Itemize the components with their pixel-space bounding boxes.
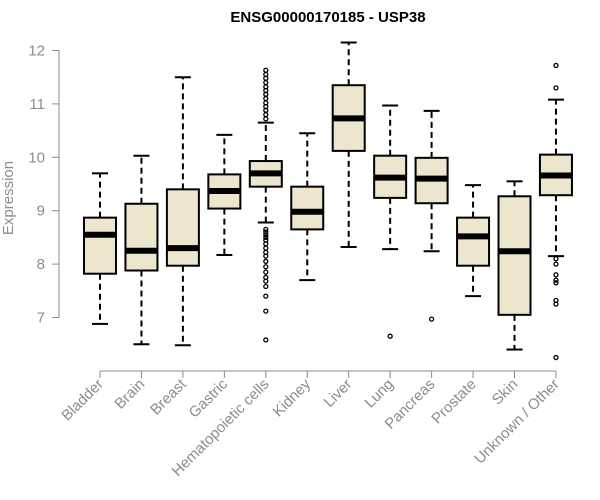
x-tick-label: Liver — [321, 376, 356, 411]
outlier-point — [553, 277, 559, 283]
y-tick-label: 8 — [37, 256, 45, 273]
outlier-point — [263, 293, 269, 299]
box-series — [83, 41, 573, 361]
iqr-box — [83, 216, 117, 275]
outlier-point — [263, 234, 269, 241]
iqr-box — [497, 195, 532, 316]
outlier-point — [263, 226, 269, 233]
outlier-point — [263, 229, 269, 235]
box-unknown-other — [538, 62, 573, 361]
x-tick-label: Skin — [489, 376, 522, 409]
x-tick-label: Brain — [111, 376, 148, 413]
y-tick-label: 12 — [28, 43, 45, 60]
box-gastric — [207, 133, 242, 257]
box-skin — [497, 180, 532, 351]
y-axis-ticks: 7 8 9 10 11 12 — [28, 43, 59, 327]
outlier-point — [263, 278, 269, 284]
outlier-point — [263, 75, 269, 81]
outlier-point — [553, 85, 559, 91]
box-pancreas — [414, 109, 449, 322]
iqr-box — [165, 188, 200, 267]
outlier-point — [553, 261, 559, 267]
outlier-point — [263, 269, 269, 275]
outlier-point — [263, 308, 269, 314]
outlier-point — [263, 253, 269, 259]
outlier-point — [263, 107, 269, 113]
box-brain — [124, 154, 159, 346]
y-tick-label: 7 — [37, 310, 45, 327]
outlier-point — [387, 333, 393, 339]
outlier-point — [263, 116, 269, 122]
iqr-box — [290, 185, 325, 231]
x-tick-label: Prostate — [428, 376, 480, 428]
outlier-point — [263, 79, 269, 86]
outlier-point — [263, 258, 269, 265]
outlier-point — [263, 283, 269, 290]
x-tick-label: Kidney — [270, 375, 315, 420]
outlier-point — [263, 67, 269, 73]
outlier-point — [553, 272, 559, 278]
box-bladder — [83, 172, 117, 325]
outlier-point — [553, 62, 559, 69]
outlier-point — [263, 337, 269, 343]
outlier-point — [428, 316, 435, 322]
chart-title: ENSG00000170185 - USP38 — [230, 9, 425, 26]
x-tick-label: Breast — [147, 375, 190, 418]
iqr-box — [456, 216, 491, 267]
outlier-point — [553, 354, 559, 361]
box-breast — [165, 76, 200, 347]
outlier-point — [263, 264, 269, 270]
outlier-point — [553, 280, 559, 286]
outlier-point — [263, 241, 269, 247]
x-tick-label: Lung — [361, 376, 397, 412]
box-kidney — [290, 132, 325, 282]
outlier-point — [263, 95, 269, 102]
outlier-point — [263, 91, 269, 97]
box-hematopoietic-cells — [248, 67, 283, 343]
box-prostate — [456, 184, 491, 298]
outlier-point — [553, 301, 559, 307]
outlier-point — [263, 232, 269, 238]
x-tick-label: Bladder — [58, 376, 107, 425]
box-lung — [373, 104, 408, 339]
outlier-point — [263, 245, 269, 251]
y-tick-label: 11 — [29, 96, 45, 113]
y-axis-label: Expression — [0, 161, 17, 235]
y-tick-label: 10 — [28, 149, 45, 166]
iqr-box — [124, 202, 159, 272]
outlier-point — [263, 111, 269, 118]
box-liver — [331, 41, 366, 249]
outlier-point — [553, 256, 559, 262]
y-tick-label: 9 — [37, 203, 45, 220]
